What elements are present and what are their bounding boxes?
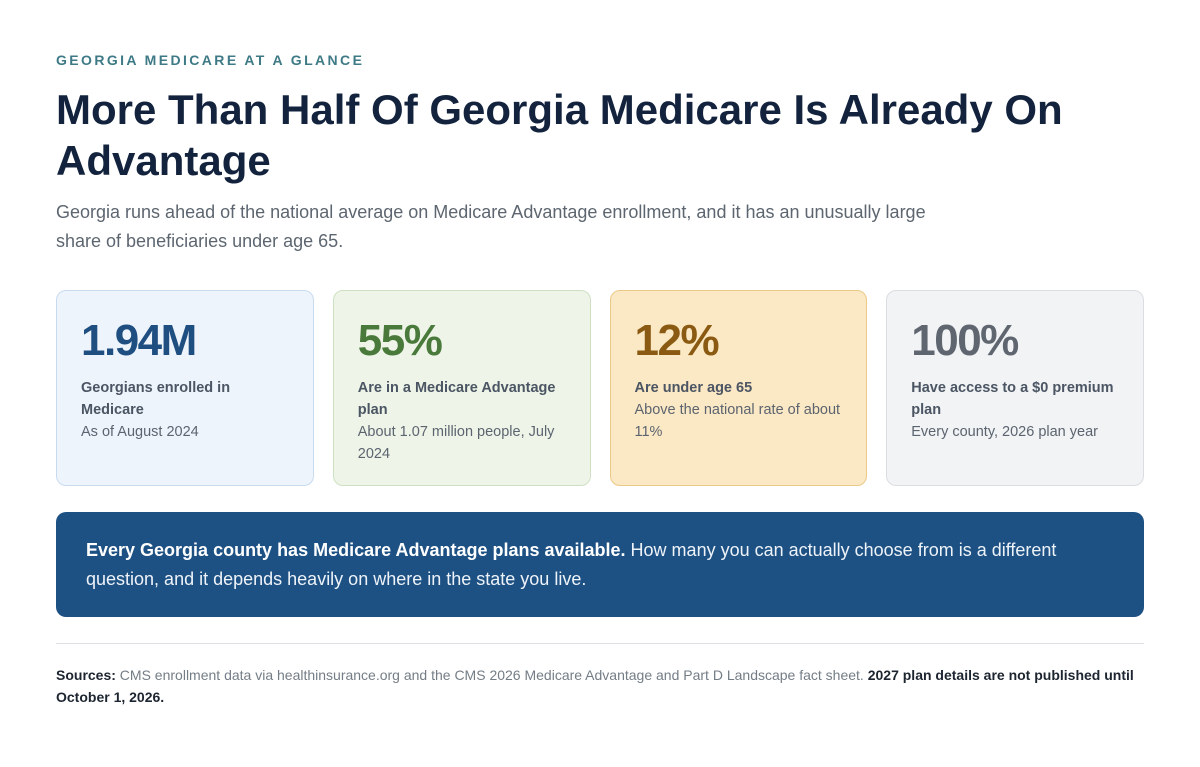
callout-banner: Every Georgia county has Medicare Advant…: [56, 512, 1144, 617]
sources-disclaimer: 2027 plan details are not published unti…: [56, 667, 1134, 705]
stat-detail: As of August 2024: [81, 424, 199, 440]
stat-value: 55%: [357, 316, 443, 365]
stat-detail: About 1.07 million people, July 2024: [357, 424, 555, 462]
stat-label: Are under age 65: [634, 380, 753, 396]
stat-card-advantage: 55% Are in a Medicare Advantage plan Abo…: [332, 290, 591, 486]
banner-lead: Every Georgia county has Medicare Advant…: [86, 540, 626, 560]
stat-value: 1.94M: [81, 316, 197, 365]
banner-text: How many you can actually choose from is…: [86, 540, 1057, 589]
stat-detail: Above the national rate of about 11%: [634, 402, 841, 440]
stat-cards: 1.94M Georgians enrolled in Medicare As …: [56, 290, 1144, 486]
page-subtitle: Georgia runs ahead of the national avera…: [56, 202, 926, 251]
stat-card-under-65: 12% Are under age 65 Above the national …: [609, 290, 868, 486]
stat-card-enrolled: 1.94M Georgians enrolled in Medicare As …: [56, 290, 314, 486]
stat-label: Have access to a $0 premium plan: [911, 380, 1114, 418]
eyebrow-label: GEORGIA MEDICARE AT A GLANCE: [56, 52, 365, 68]
stat-card-zero-premium: 100% Have access to a $0 premium plan Ev…: [886, 290, 1144, 486]
stat-label: Are in a Medicare Advantage plan: [357, 380, 556, 418]
sources-label: Sources:: [56, 667, 116, 683]
page-title: More Than Half Of Georgia Medicare Is Al…: [56, 86, 1063, 184]
stat-detail: Every county, 2026 plan year: [911, 424, 1098, 440]
stat-value: 12%: [634, 316, 720, 365]
stat-label: Georgians enrolled in Medicare: [81, 380, 231, 418]
sources-text: CMS enrollment data via healthinsurance.…: [115, 667, 868, 683]
stat-value: 100%: [911, 316, 1019, 365]
sources-note: Sources: CMS enrollment data via healthi…: [56, 664, 1144, 708]
divider: [56, 643, 1144, 644]
